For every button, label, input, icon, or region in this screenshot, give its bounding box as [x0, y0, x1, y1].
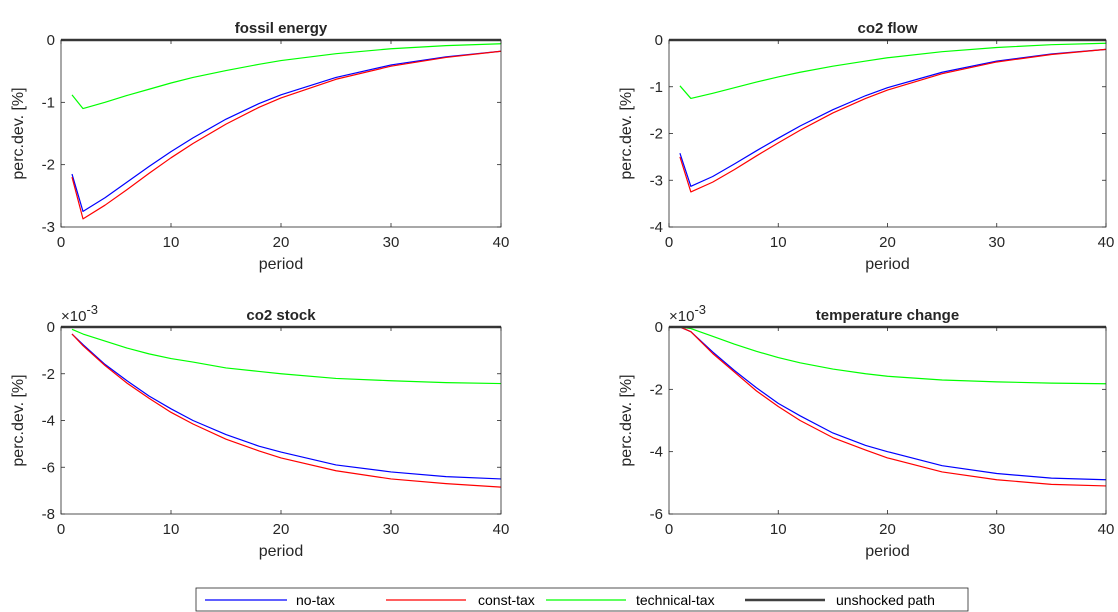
series-line-technical-tax [679, 42, 1107, 100]
series-line-const-tax [71, 333, 502, 488]
y-tick-label: -4 [650, 219, 663, 236]
x-axis-label: period [865, 543, 909, 560]
y-tick-label: -6 [650, 506, 663, 523]
x-axis-label: period [865, 256, 909, 273]
x-tick-label: 0 [665, 521, 673, 538]
series-line-technical-tax [71, 328, 502, 385]
x-tick-label: 20 [273, 521, 290, 538]
x-tick-label: 10 [163, 234, 180, 251]
x-tick-label: 0 [57, 234, 65, 251]
x-tick-label: 20 [879, 521, 896, 538]
y-tick-label: -3 [650, 172, 663, 189]
y-axis-label: perc.dev. [%] [618, 87, 635, 179]
chart-panel-3: 0 10 20 30 40 -8 -6 -4 -2 0 co2 stock period perc.de… [10, 302, 509, 560]
y-tick-label: -4 [650, 444, 663, 461]
y-tick-label: 0 [47, 319, 55, 336]
y-axis-exponent: ×10-3 [61, 302, 98, 325]
x-tick-label: 30 [988, 521, 1005, 538]
legend: no-tax const-tax technical-tax unshocked pa… [195, 587, 969, 612]
series-line-const-tax [71, 50, 502, 220]
y-tick-label: -2 [650, 126, 663, 143]
y-tick-label: -8 [42, 506, 55, 523]
x-tick-label: 40 [1098, 234, 1115, 251]
chart-title: fossil energy [235, 20, 328, 37]
series-line-no-tax [679, 326, 1107, 481]
x-axis-label: period [259, 543, 303, 560]
x-tick-label: 30 [988, 234, 1005, 251]
y-tick-label: -1 [650, 79, 663, 96]
y-tick-label: -2 [650, 381, 663, 398]
series-line-const-tax [679, 48, 1107, 193]
series-line-no-tax [71, 50, 502, 213]
y-tick-label: 0 [47, 32, 55, 49]
series-line-no-tax [71, 333, 502, 480]
series-line-const-tax [679, 326, 1107, 487]
x-tick-label: 40 [493, 234, 510, 251]
legend-label-const-tax: const-tax [478, 592, 535, 608]
legend-label-technical-tax: technical-tax [636, 592, 715, 608]
x-tick-label: 20 [273, 234, 290, 251]
plot-area [61, 327, 501, 514]
chart-title: co2 flow [857, 20, 917, 37]
y-tick-label: 0 [655, 319, 663, 336]
series-line-technical-tax [679, 326, 1107, 385]
y-tick-label: 0 [655, 32, 663, 49]
x-tick-label: 10 [770, 234, 787, 251]
chart-panel-1: 0 10 20 30 40 -3 -2 -1 0 fossil energy period perc.… [10, 20, 509, 273]
chart-title: temperature change [816, 307, 959, 324]
y-tick-label: -3 [42, 219, 55, 236]
y-tick-label: -2 [42, 157, 55, 174]
plot-area [669, 40, 1106, 227]
y-axis-label: perc.dev. [%] [10, 87, 27, 179]
legend-label-no-tax: no-tax [296, 592, 335, 608]
y-tick-label: -1 [42, 94, 55, 111]
x-tick-label: 30 [383, 234, 400, 251]
x-tick-label: 30 [383, 521, 400, 538]
y-tick-label: -2 [42, 366, 55, 383]
plot-area [669, 327, 1106, 514]
x-tick-label: 40 [493, 521, 510, 538]
x-tick-label: 0 [57, 521, 65, 538]
series-line-no-tax [679, 48, 1107, 187]
y-axis-label: perc.dev. [%] [618, 374, 635, 466]
y-axis-exponent: ×10-3 [669, 302, 706, 325]
chart-title: co2 stock [246, 307, 316, 324]
y-tick-label: -4 [42, 413, 55, 430]
y-axis-label: perc.dev. [%] [10, 374, 27, 466]
x-tick-label: 10 [163, 521, 180, 538]
chart-panel-4: 0 10 20 30 40 -6 -4 -2 0 temperature change period… [618, 302, 1114, 560]
x-tick-label: 10 [770, 521, 787, 538]
chart-panel-2: 0 10 20 30 40 -4 -3 -2 -1 0 co2 flow period perc.dev… [618, 20, 1114, 273]
x-tick-label: 40 [1098, 521, 1115, 538]
y-tick-label: -6 [42, 459, 55, 476]
x-tick-label: 20 [879, 234, 896, 251]
x-axis-label: period [259, 256, 303, 273]
plot-area [61, 40, 501, 227]
x-tick-label: 0 [665, 234, 673, 251]
legend-label-unshocked: unshocked path [836, 592, 935, 608]
series-line-technical-tax [71, 43, 502, 110]
